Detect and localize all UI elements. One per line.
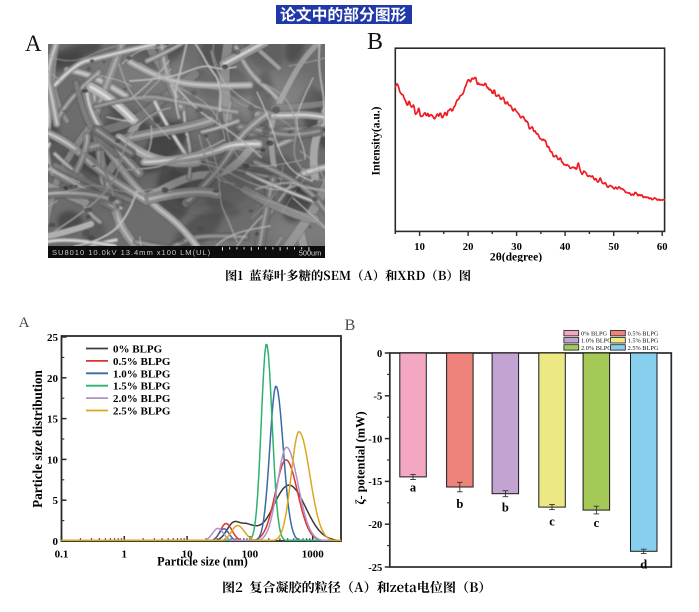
svg-text:25: 25 [47,332,59,344]
svg-text:1.5% BLPG: 1.5% BLPG [113,381,171,393]
svg-text:B: B [345,317,356,334]
svg-text:15: 15 [47,414,59,426]
svg-text:10: 10 [47,454,59,466]
svg-text:c: c [549,515,555,529]
svg-text:1.0% BLPG: 1.0% BLPG [113,368,171,380]
svg-text:Particle size distribution: Particle size distribution [30,369,45,507]
svg-text:60: 60 [657,242,668,253]
svg-text:0.5% BLPG: 0.5% BLPG [113,356,171,368]
svg-text:a: a [410,481,417,495]
svg-text:b: b [502,501,509,515]
svg-text:b: b [456,497,463,511]
svg-text:d: d [640,558,647,572]
svg-text:20: 20 [47,373,59,385]
svg-text:c: c [594,516,600,530]
svg-text:-10: -10 [368,434,382,445]
svg-text:40: 40 [560,242,571,253]
svg-text:SU8010 10.0kV 13.4mm x100 LM(U: SU8010 10.0kV 13.4mm x100 LM(UL) [52,248,211,257]
svg-text:-25: -25 [368,563,382,574]
svg-text:0% BLPG: 0% BLPG [581,331,608,338]
svg-text:1000: 1000 [302,549,325,561]
svg-text:Intensity(a.u.): Intensity(a.u.) [371,106,383,175]
svg-text:0.5% BLPG: 0.5% BLPG [628,331,659,338]
svg-text:1.0% BLPG: 1.0% BLPG [581,338,612,345]
svg-text:2.0% BLPG: 2.0% BLPG [581,345,612,352]
svg-text:2.5% BLPG: 2.5% BLPG [628,345,659,352]
svg-text:-15: -15 [368,477,382,488]
svg-text:5: 5 [53,495,59,507]
svg-text:2θ(degree): 2θ(degree) [490,251,542,263]
svg-text:500um: 500um [299,249,321,258]
svg-text:0: 0 [53,536,59,548]
svg-text:-5: -5 [374,392,383,403]
svg-text:0% BLPG: 0% BLPG [113,344,163,356]
svg-text:0.1: 0.1 [55,549,69,561]
svg-text:2.5% BLPG: 2.5% BLPG [113,406,171,418]
svg-text:1.5% BLPG: 1.5% BLPG [628,338,659,345]
svg-text:10: 10 [182,549,194,561]
svg-text:2.0% BLPG: 2.0% BLPG [113,393,171,405]
svg-text:30: 30 [511,242,522,253]
svg-text:-20: -20 [368,520,382,531]
svg-text:20: 20 [463,242,474,253]
svg-text:1: 1 [122,549,128,561]
svg-text:100: 100 [242,549,259,561]
svg-text:Particle size (nm): Particle size (nm) [157,555,248,569]
svg-text:ζ- potential (mW): ζ- potential (mW) [354,411,368,504]
svg-text:0: 0 [377,349,382,360]
svg-text:50: 50 [608,242,619,253]
svg-text:A: A [19,315,30,331]
svg-text:10: 10 [414,242,425,253]
